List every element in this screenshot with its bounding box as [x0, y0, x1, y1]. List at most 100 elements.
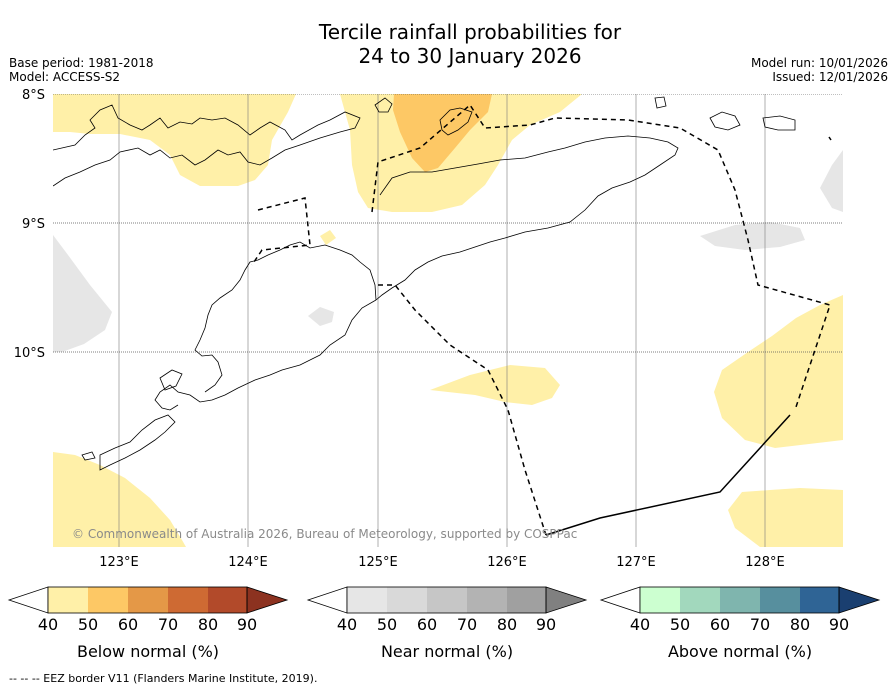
colorbar-near-normal-swatch-4 — [467, 587, 507, 613]
below-normal-region-50-60 — [393, 94, 492, 172]
meta-right: Model run: 10/01/2026 Issued: 12/01/2026 — [751, 56, 888, 84]
below-normal-region-southwest — [53, 452, 186, 547]
coastline-ndao — [81, 451, 96, 461]
gridlines — [118, 94, 766, 547]
colorbar-above-normal-tick-50: 50 — [670, 615, 690, 634]
colorbar-below-normal: 40 50 60 70 80 90 Below normal (%) — [7, 586, 289, 661]
model-run-text: Model run: 10/01/2026 — [750, 56, 888, 70]
coastline-rote — [99, 414, 176, 471]
colorbar-near-normal-swatch-3 — [427, 587, 467, 613]
coastline-timor-south — [154, 299, 377, 411]
colorbar-above-normal-frame — [639, 586, 840, 614]
lat-label-8s: 8°S — [22, 88, 45, 103]
near-normal-region-northeast — [700, 222, 805, 250]
title-line-1: Tercile rainfall probabilities for — [318, 20, 622, 44]
lon-label-123e: 123°E — [99, 555, 139, 570]
eez-border-south — [378, 284, 547, 536]
coastline-flores-alor — [53, 104, 361, 187]
colorbar-above-normal-tick-40: 40 — [630, 615, 650, 634]
coastline-timor-north — [375, 135, 679, 301]
colorbar-above-normal-arrow-left — [599, 586, 641, 614]
colorbar-above-normal-tick-80: 80 — [790, 615, 810, 634]
colorbar-below-normal-swatch-1 — [48, 587, 88, 613]
below-normal-region-northwest — [53, 94, 296, 186]
map-title: Tercile rainfall probabilities for 24 to… — [0, 20, 896, 68]
below-normal-region-east — [714, 295, 843, 547]
colorbar-below-normal-swatch-5 — [208, 587, 247, 613]
colorbar-below-normal-label: Below normal (%) — [77, 642, 219, 661]
colorbar-below-normal-arrow-left — [7, 586, 49, 614]
colorbar-below-normal-tick-90: 90 — [237, 615, 257, 634]
coastlines — [53, 96, 796, 471]
colorbar-above-normal-swatch-4 — [760, 587, 800, 613]
colorbar-above-normal-tick-90: 90 — [829, 615, 849, 634]
meta-left: Base period: 1981-2018 Model: ACCESS-S2 — [9, 56, 154, 84]
eez-border-tick — [828, 136, 832, 141]
colorbar-near-normal-arrow-left — [306, 586, 348, 614]
colorbar-above-normal: 40 50 60 70 80 90 Above normal (%) — [599, 586, 881, 661]
colorbar-near-normal-tick-40: 40 — [337, 615, 357, 634]
colorbar-near-normal-tick-90: 90 — [536, 615, 556, 634]
colorbar-above-normal-swatch-1 — [640, 587, 680, 613]
colorbar-near-normal-tick-50: 50 — [377, 615, 397, 634]
copyright-credit: © Commonwealth of Australia 2026, Bureau… — [72, 527, 578, 541]
colorbar-near-normal-tick-60: 60 — [417, 615, 437, 634]
colorbar-below-normal-tick-50: 50 — [78, 615, 98, 634]
coastline-semau — [159, 369, 183, 391]
lon-label-128e: 128°E — [745, 555, 785, 570]
lon-label-125e: 125°E — [358, 555, 398, 570]
colorbar-below-normal-swatch-4 — [168, 587, 208, 613]
colorbar-below-normal-tick-70: 70 — [158, 615, 178, 634]
colorbar-near-normal-label: Near normal (%) — [381, 642, 513, 661]
lat-label-10s: 10°S — [14, 346, 45, 361]
coastline-kisar — [654, 96, 667, 109]
colorbars: 40 50 60 70 80 90 Below normal (%) 40 50… — [7, 586, 881, 661]
near-normal-region-center — [308, 307, 334, 326]
title-line-2: 24 to 30 January 2026 — [358, 44, 582, 68]
colorbar-below-normal-tick-80: 80 — [198, 615, 218, 634]
eez-legend-footer: -- -- -- EEZ border V11 (Flanders Marine… — [9, 672, 318, 685]
colorbar-near-normal-swatch-2 — [387, 587, 427, 613]
colorbar-near-normal-arrow-right — [545, 586, 588, 614]
colorbar-below-normal-frame — [47, 586, 248, 614]
coastline-atauro — [374, 97, 393, 113]
colorbar-above-normal-swatch-3 — [720, 587, 760, 613]
lon-label-126e: 126°E — [487, 555, 527, 570]
base-period-text: Base period: 1981-2018 — [9, 56, 154, 70]
colorbar-near-normal-tick-80: 80 — [497, 615, 517, 634]
colorbar-below-normal-arrow-right — [246, 586, 289, 614]
colorbar-near-normal-swatch-5 — [507, 587, 546, 613]
lat-gridlines — [53, 94, 843, 353]
below-normal-region-small — [320, 230, 336, 245]
lon-label-124e: 124°E — [228, 555, 268, 570]
colorbar-near-normal-tick-70: 70 — [457, 615, 477, 634]
colorbar-above-normal-arrow-right — [838, 586, 881, 614]
colorbar-near-normal-frame — [346, 586, 547, 614]
lat-label-9s: 9°S — [22, 217, 45, 232]
coastline-timor-west — [194, 241, 377, 393]
eez-border — [251, 103, 831, 536]
colorbar-near-normal-swatch-1 — [347, 587, 387, 613]
coastline-east-islands — [709, 111, 741, 131]
map-area — [53, 94, 843, 547]
colorbar-below-normal-tick-40: 40 — [38, 615, 58, 634]
eez-solid-border — [545, 414, 791, 536]
near-normal-region-edge — [820, 150, 843, 212]
colorbar-above-normal-tick-60: 60 — [710, 615, 730, 634]
near-normal-region-west — [53, 235, 112, 352]
model-text: Model: ACCESS-S2 — [9, 70, 121, 84]
coastline-leti — [762, 115, 796, 131]
colorbar-near-normal: 40 50 60 70 80 90 Near normal (%) — [306, 586, 588, 661]
colorbar-above-normal-label: Above normal (%) — [668, 642, 812, 661]
colorbar-above-normal-swatch-5 — [800, 587, 839, 613]
issued-text: Issued: 12/01/2026 — [772, 70, 888, 84]
colorbar-above-normal-swatch-2 — [680, 587, 720, 613]
colorbar-above-normal-tick-70: 70 — [750, 615, 770, 634]
colorbar-below-normal-tick-60: 60 — [118, 615, 138, 634]
below-normal-region-central — [430, 365, 560, 405]
colorbar-below-normal-swatch-3 — [128, 587, 168, 613]
lon-label-127e: 127°E — [616, 555, 656, 570]
coastline-wetar — [439, 107, 473, 136]
colorbar-below-normal-swatch-2 — [88, 587, 128, 613]
